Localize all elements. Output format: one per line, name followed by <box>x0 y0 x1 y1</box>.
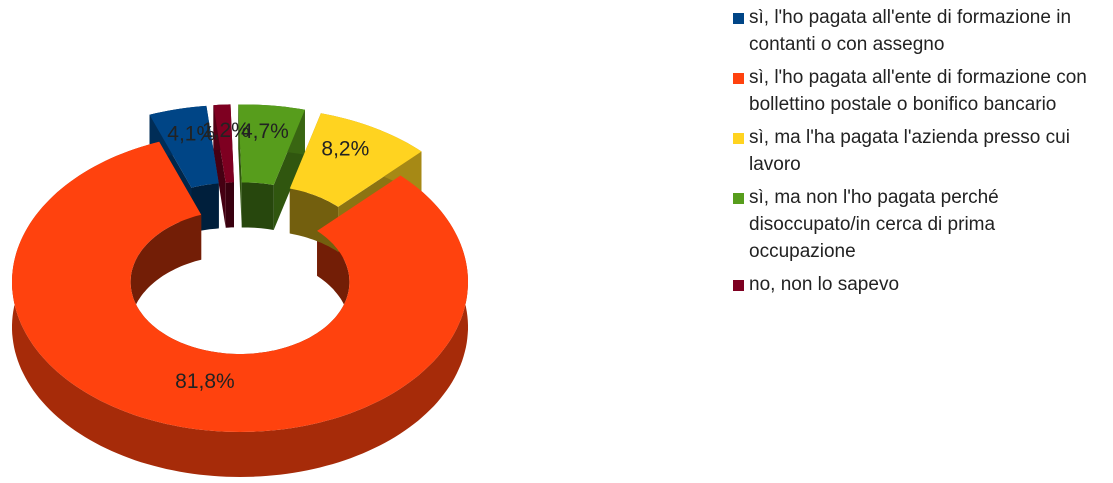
data-label: 1,2% <box>202 119 250 142</box>
legend-swatch <box>733 193 744 204</box>
slice <box>238 104 305 185</box>
legend-label: sì, ma l'ha pagata l'azienda presso cui … <box>749 127 1070 175</box>
slice <box>12 141 468 432</box>
slice-inner-wall <box>225 182 234 228</box>
chart: 4,1% 81,8% 8,2% 4,7%1,2% <box>12 104 468 477</box>
slice <box>289 113 422 207</box>
legend-item: no, non lo sapevo <box>733 271 1105 298</box>
legend-swatch <box>733 133 744 144</box>
legend-item: sì, ma l'ha pagata l'azienda presso cui … <box>733 124 1105 178</box>
legend-swatch <box>733 73 744 84</box>
legend-label: sì, l'ho pagata all'ente di formazione c… <box>749 67 1087 115</box>
legend-swatch <box>733 280 744 291</box>
legend-swatch <box>733 13 744 24</box>
slice <box>149 105 219 188</box>
data-label: 8,2% <box>321 137 369 160</box>
legend-label: sì, l'ho pagata all'ente di formazione i… <box>749 7 1072 55</box>
legend-item: sì, l'ho pagata all'ente di formazione i… <box>733 4 1105 58</box>
data-label: 81,8% <box>175 370 235 393</box>
legend-label: sì, ma non l'ho pagata perché disoccupat… <box>749 187 999 262</box>
legend-item: sì, ma non l'ho pagata perché disoccupat… <box>733 184 1105 265</box>
slice <box>213 104 234 183</box>
slice-tops <box>12 104 468 432</box>
legend-item: sì, l'ho pagata all'ente di formazione c… <box>733 64 1105 118</box>
slice-inner-wall <box>241 182 274 230</box>
legend: sì, l'ho pagata all'ente di formazione i… <box>733 4 1105 304</box>
data-label: 4,1% <box>167 123 215 146</box>
data-label: 4,7% <box>241 120 289 143</box>
legend-label: no, non lo sapevo <box>749 274 900 295</box>
